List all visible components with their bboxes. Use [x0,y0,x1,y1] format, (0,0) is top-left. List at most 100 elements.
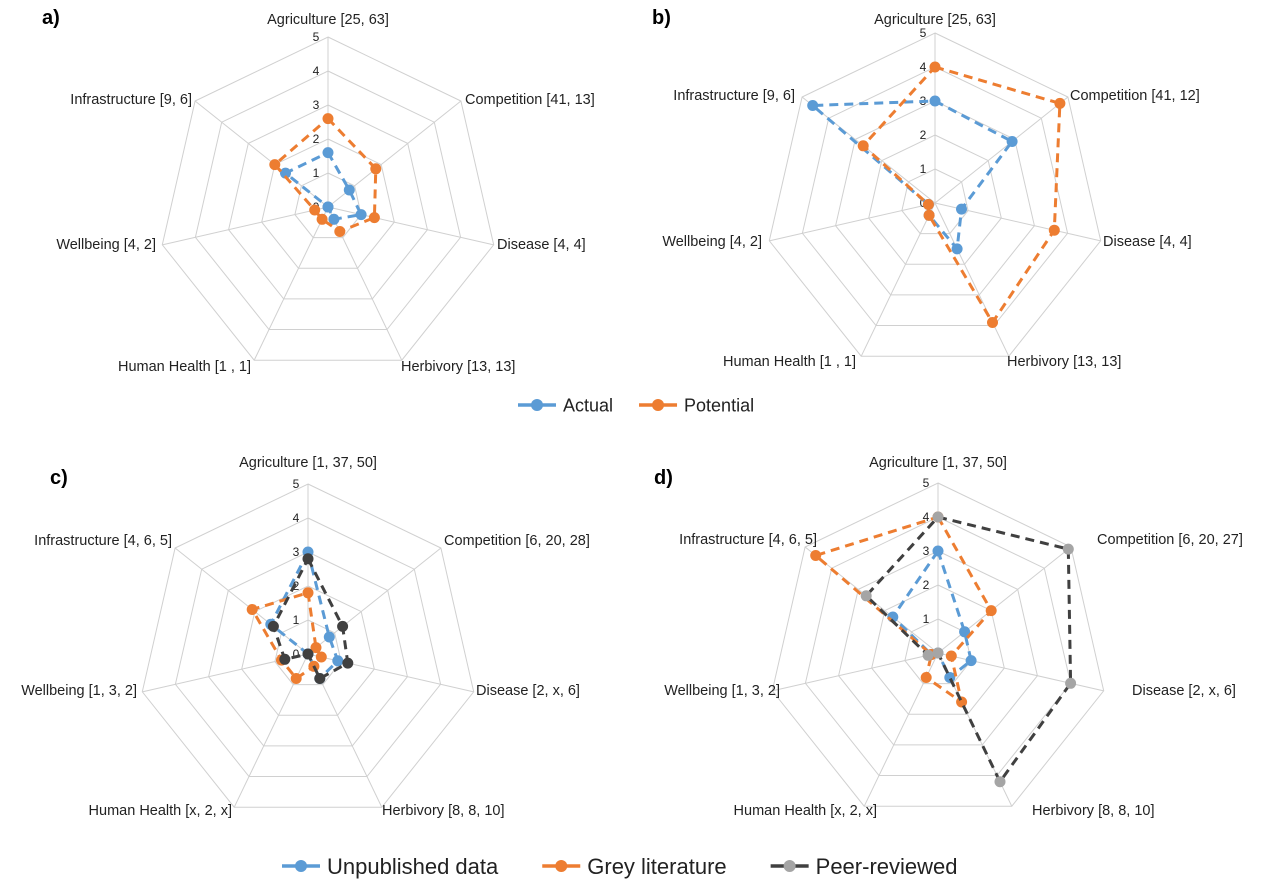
grid-ring-2 [261,138,395,269]
grid-ring-1 [274,619,342,686]
legend-swatch-marker [531,399,543,411]
series-line-grey-literature [814,515,993,704]
grid-ring-1 [294,172,362,239]
axis-label-wellbeing: Wellbeing [1, 3, 2] [664,683,780,699]
axis-label-competition: Competition [6, 20, 27] [1097,532,1243,548]
data-point-infrastructure [280,167,291,179]
series-peer-reviewed [267,553,354,684]
series-peer-reviewed [860,511,1077,788]
spoke-wellbeing-1-3-2 [772,652,939,692]
tick-label: 3 [293,545,300,559]
data-point-competition [1054,97,1066,109]
legend-item-actual: Actual [518,395,613,415]
data-point-herbivory [994,776,1006,788]
data-point-herbivory [956,696,968,708]
spoke-herbivory-13-13 [934,202,1010,357]
data-point-competition [959,626,971,638]
data-point-herbivory [314,673,326,684]
grid-ring-2 [871,584,1005,715]
axis-label-competition: Competition [6, 20, 28] [444,533,590,549]
panel-label: a) [42,7,60,29]
spoke-human-health-1-1 [253,206,329,361]
tick-label: 4 [293,511,300,525]
tick-label: 2 [313,132,320,146]
series-grey-literature [810,511,997,708]
legend-swatch-marker [783,860,796,872]
spoke-disease-2-x-6 [937,652,1104,692]
data-point-infrastructure [810,550,822,561]
data-point-infrastructure [267,620,279,632]
data-point-herbivory [944,672,956,683]
data-point-human-health [923,209,935,221]
data-point-disease [1048,224,1060,236]
data-point-infrastructure [246,604,258,615]
axis-label-competition: Competition [41, 13] [465,92,595,108]
axis-label-wellbeing: Wellbeing [4, 2] [662,234,762,250]
legend-label: Grey literature [587,854,726,879]
legend-label: Peer-reviewed [816,854,958,879]
series-unpublished-data [887,545,977,683]
series-line-peer-reviewed [864,515,1073,784]
grid-ring-4 [194,70,462,330]
grid-ring-5 [771,482,1105,807]
data-point-human-health [932,647,944,659]
data-point-herbivory [987,317,998,328]
data-point-disease [342,657,354,669]
data-point-human-health [302,648,314,660]
axis-label-agriculture: Agriculture [25, 63] [874,12,996,28]
data-point-disease [315,651,327,663]
legend-swatch-marker [652,399,665,411]
data-point-herbivory [334,226,346,237]
tick-label: 1 [313,166,320,180]
legend-top: Actual Potential [518,395,754,415]
axis-label-competition: Competition [41, 12] [1070,88,1200,104]
spoke-infrastructure-4-6-5 [174,547,309,655]
spoke-competition-6-20-27 [937,546,1072,654]
axis-label-wellbeing: Wellbeing [4, 2] [56,237,156,253]
axis-label-disease: Disease [4, 4] [1103,234,1192,250]
data-point-wellbeing [922,649,934,661]
legend-item-grey-literature: Grey literature [542,854,727,879]
data-point-agriculture [932,545,944,557]
axis-label-infrastructure: Infrastructure [4, 6, 5] [679,532,817,548]
tick-label: 5 [923,476,930,490]
series-line-potential [273,117,378,233]
spoke-wellbeing-4-2 [162,206,329,246]
grid-ring-5 [768,32,1102,357]
grid-ring-3 [208,551,408,747]
data-point-disease [956,203,967,215]
series-potential [857,61,1066,328]
grid-ring-3 [838,550,1038,746]
spoke-wellbeing-4-2 [769,202,936,242]
tick-label: 4 [313,64,320,78]
data-point-disease [965,655,977,667]
data-point-agriculture [929,61,941,73]
tick-label: 1 [923,612,930,626]
tick-label: 4 [923,510,930,524]
data-point-disease [945,650,957,662]
grid-ring-4 [174,517,442,777]
axis-label-infrastructure: Infrastructure [9, 6] [70,92,192,108]
axis-label-herbivory: Herbivory [13, 13] [1007,354,1121,370]
tick-label: 5 [920,26,927,40]
axis-label-herbivory: Herbivory [8, 8, 10] [382,803,505,819]
legend-swatch-marker [555,860,568,872]
tick-label: 0 [293,647,300,661]
axis-label-agriculture: Agriculture [1, 37, 50] [239,455,377,471]
legend-item-potential: Potential [639,395,754,415]
data-point-disease [332,655,344,667]
data-point-infrastructure [857,140,869,152]
grid-ring-4 [801,66,1069,326]
data-point-wellbeing [322,201,334,213]
data-point-agriculture [932,511,944,523]
tick-label: 2 [293,579,300,593]
data-point-agriculture [302,587,314,599]
data-point-competition [337,620,349,632]
spoke-competition-41-12 [934,96,1069,204]
tick-label: 4 [920,60,927,74]
panel-label: b) [652,7,671,29]
